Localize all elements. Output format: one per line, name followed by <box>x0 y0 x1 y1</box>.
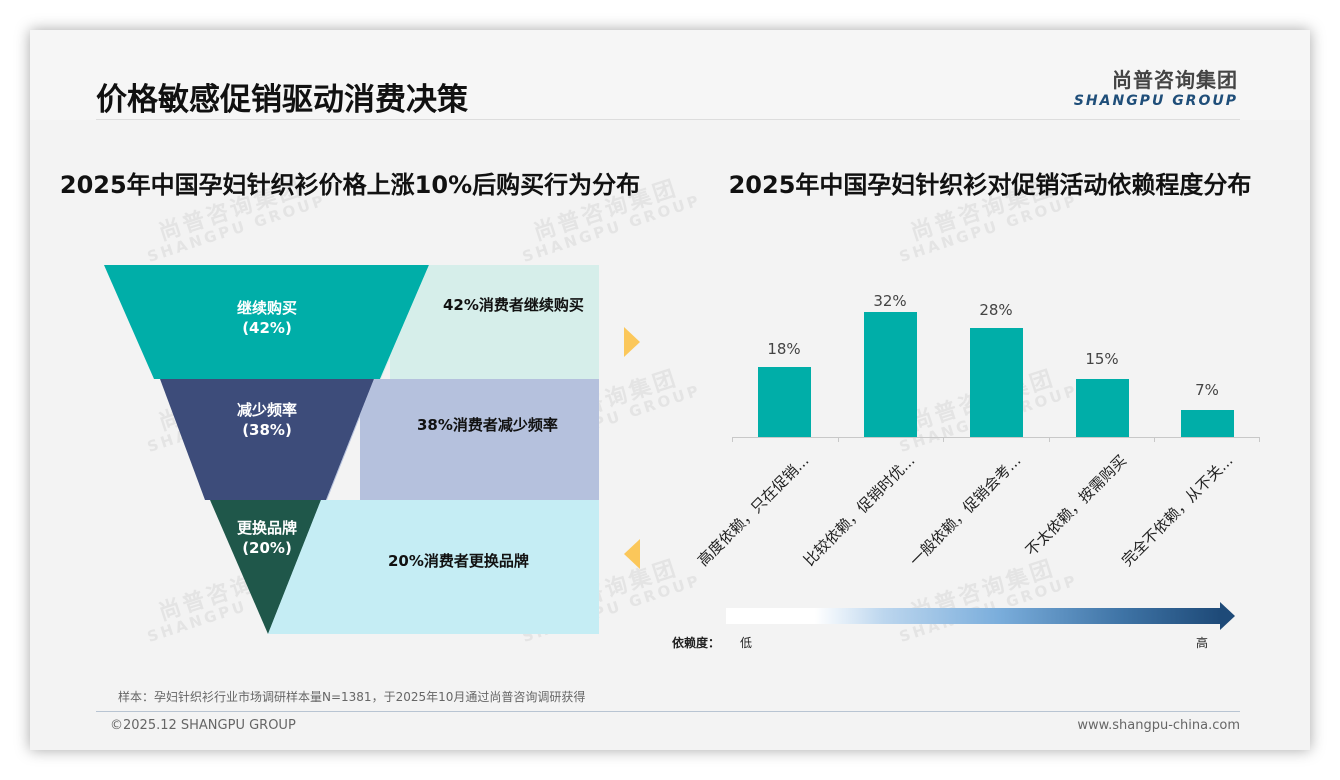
funnel-band-1 <box>390 265 599 379</box>
scale-low-label: 低 <box>740 636 753 650</box>
bar-value-label: 32% <box>873 292 907 310</box>
gradient-arrow-head-icon <box>1220 602 1235 630</box>
logo-cn: 尚普咨询集团 <box>1112 68 1238 92</box>
dependency-gradient-scale <box>726 608 1220 624</box>
category-label: 完全不依赖，从不关... <box>1117 451 1237 570</box>
funnel-label-continue: 继续购买 (42%) <box>236 299 297 337</box>
logo-en: SHANGPU GROUP <box>1073 93 1238 109</box>
category-label: 一般依赖，促销会考... <box>905 451 1025 570</box>
footer-divider <box>96 711 1240 712</box>
scale-high-label: 高 <box>1196 636 1209 650</box>
funnel-chart-title: 2025年中国孕妇针织衫价格上涨10%后购买行为分布 <box>59 171 641 199</box>
scale-title: 依赖度： <box>672 636 721 650</box>
funnel-segment-switch <box>210 500 321 634</box>
bar-value-label: 7% <box>1195 381 1219 399</box>
category-label: 比较依赖，促销时优... <box>799 451 919 570</box>
bar-no-dependency <box>1181 410 1234 437</box>
bar-low-dependency <box>1076 379 1129 437</box>
slide: 尚普咨询集团 SHANGPU GROUP 尚普咨询集团 SHANGPU GROUP … <box>30 30 1310 750</box>
funnel-segment-continue <box>104 265 429 379</box>
arrow-right-icon <box>624 327 640 357</box>
funnel-chart <box>104 265 429 634</box>
funnel-annotation-reduce: 38%消费者减少频率 <box>417 416 558 434</box>
bar-moderate-dependency <box>970 328 1023 437</box>
funnel-label-switch: 更换品牌 (20%) <box>236 519 297 557</box>
copyright: ©2025.12 SHANGPU GROUP <box>110 718 296 733</box>
x-axis <box>732 437 1260 438</box>
header-band <box>30 30 1310 120</box>
bar-value-label: 28% <box>979 301 1013 319</box>
company-logo: 尚普咨询集团 SHANGPU GROUP <box>1074 64 1238 109</box>
funnel-segment-reduce <box>160 379 374 500</box>
website-link[interactable]: www.shangpu-china.com <box>1077 718 1240 733</box>
funnel-label-reduce: 减少频率 (38%) <box>236 401 297 439</box>
bar-chart-title: 2025年中国孕妇针织衫对促销活动依赖程度分布 <box>728 171 1252 199</box>
bar-value-label: 18% <box>767 340 801 358</box>
funnel-annotation-switch: 20%消费者更换品牌 <box>388 552 529 570</box>
bar-high-dependency <box>758 367 811 437</box>
funnel-band-2 <box>360 379 599 500</box>
funnel-annotation-continue: 42%消费者继续购买 <box>443 296 584 314</box>
page-title: 价格敏感促销驱动消费决策 <box>96 82 468 118</box>
sample-footnote: 样本：孕妇针织衫行业市场调研样本量N=1381，于2025年10月通过尚普咨询调… <box>118 690 586 704</box>
header-divider <box>96 119 1240 120</box>
category-label: 高度依赖，只在促销... <box>693 451 813 570</box>
arrow-left-icon <box>624 539 640 569</box>
bar-value-label: 15% <box>1085 350 1119 368</box>
bar-fairly-dependent <box>864 312 917 437</box>
category-label: 不太依赖，按需购买 <box>1021 451 1131 560</box>
